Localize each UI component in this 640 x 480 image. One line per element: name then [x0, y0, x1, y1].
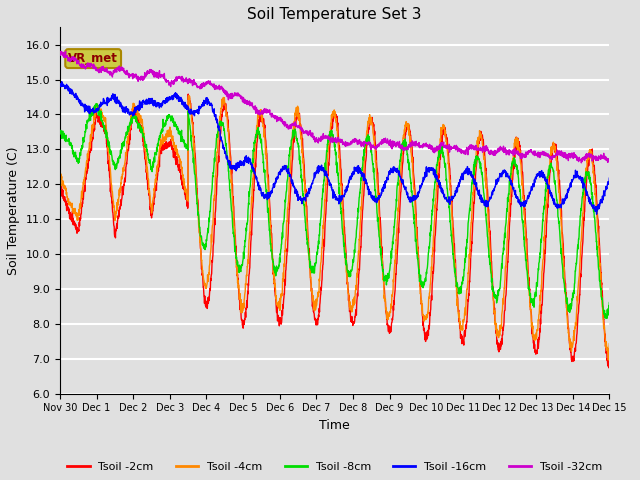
Y-axis label: Soil Temperature (C): Soil Temperature (C)	[7, 146, 20, 275]
Text: VR_met: VR_met	[68, 52, 118, 65]
Legend: Tsoil -2cm, Tsoil -4cm, Tsoil -8cm, Tsoil -16cm, Tsoil -32cm: Tsoil -2cm, Tsoil -4cm, Tsoil -8cm, Tsoi…	[63, 458, 606, 477]
X-axis label: Time: Time	[319, 419, 350, 432]
Title: Soil Temperature Set 3: Soil Temperature Set 3	[248, 7, 422, 22]
